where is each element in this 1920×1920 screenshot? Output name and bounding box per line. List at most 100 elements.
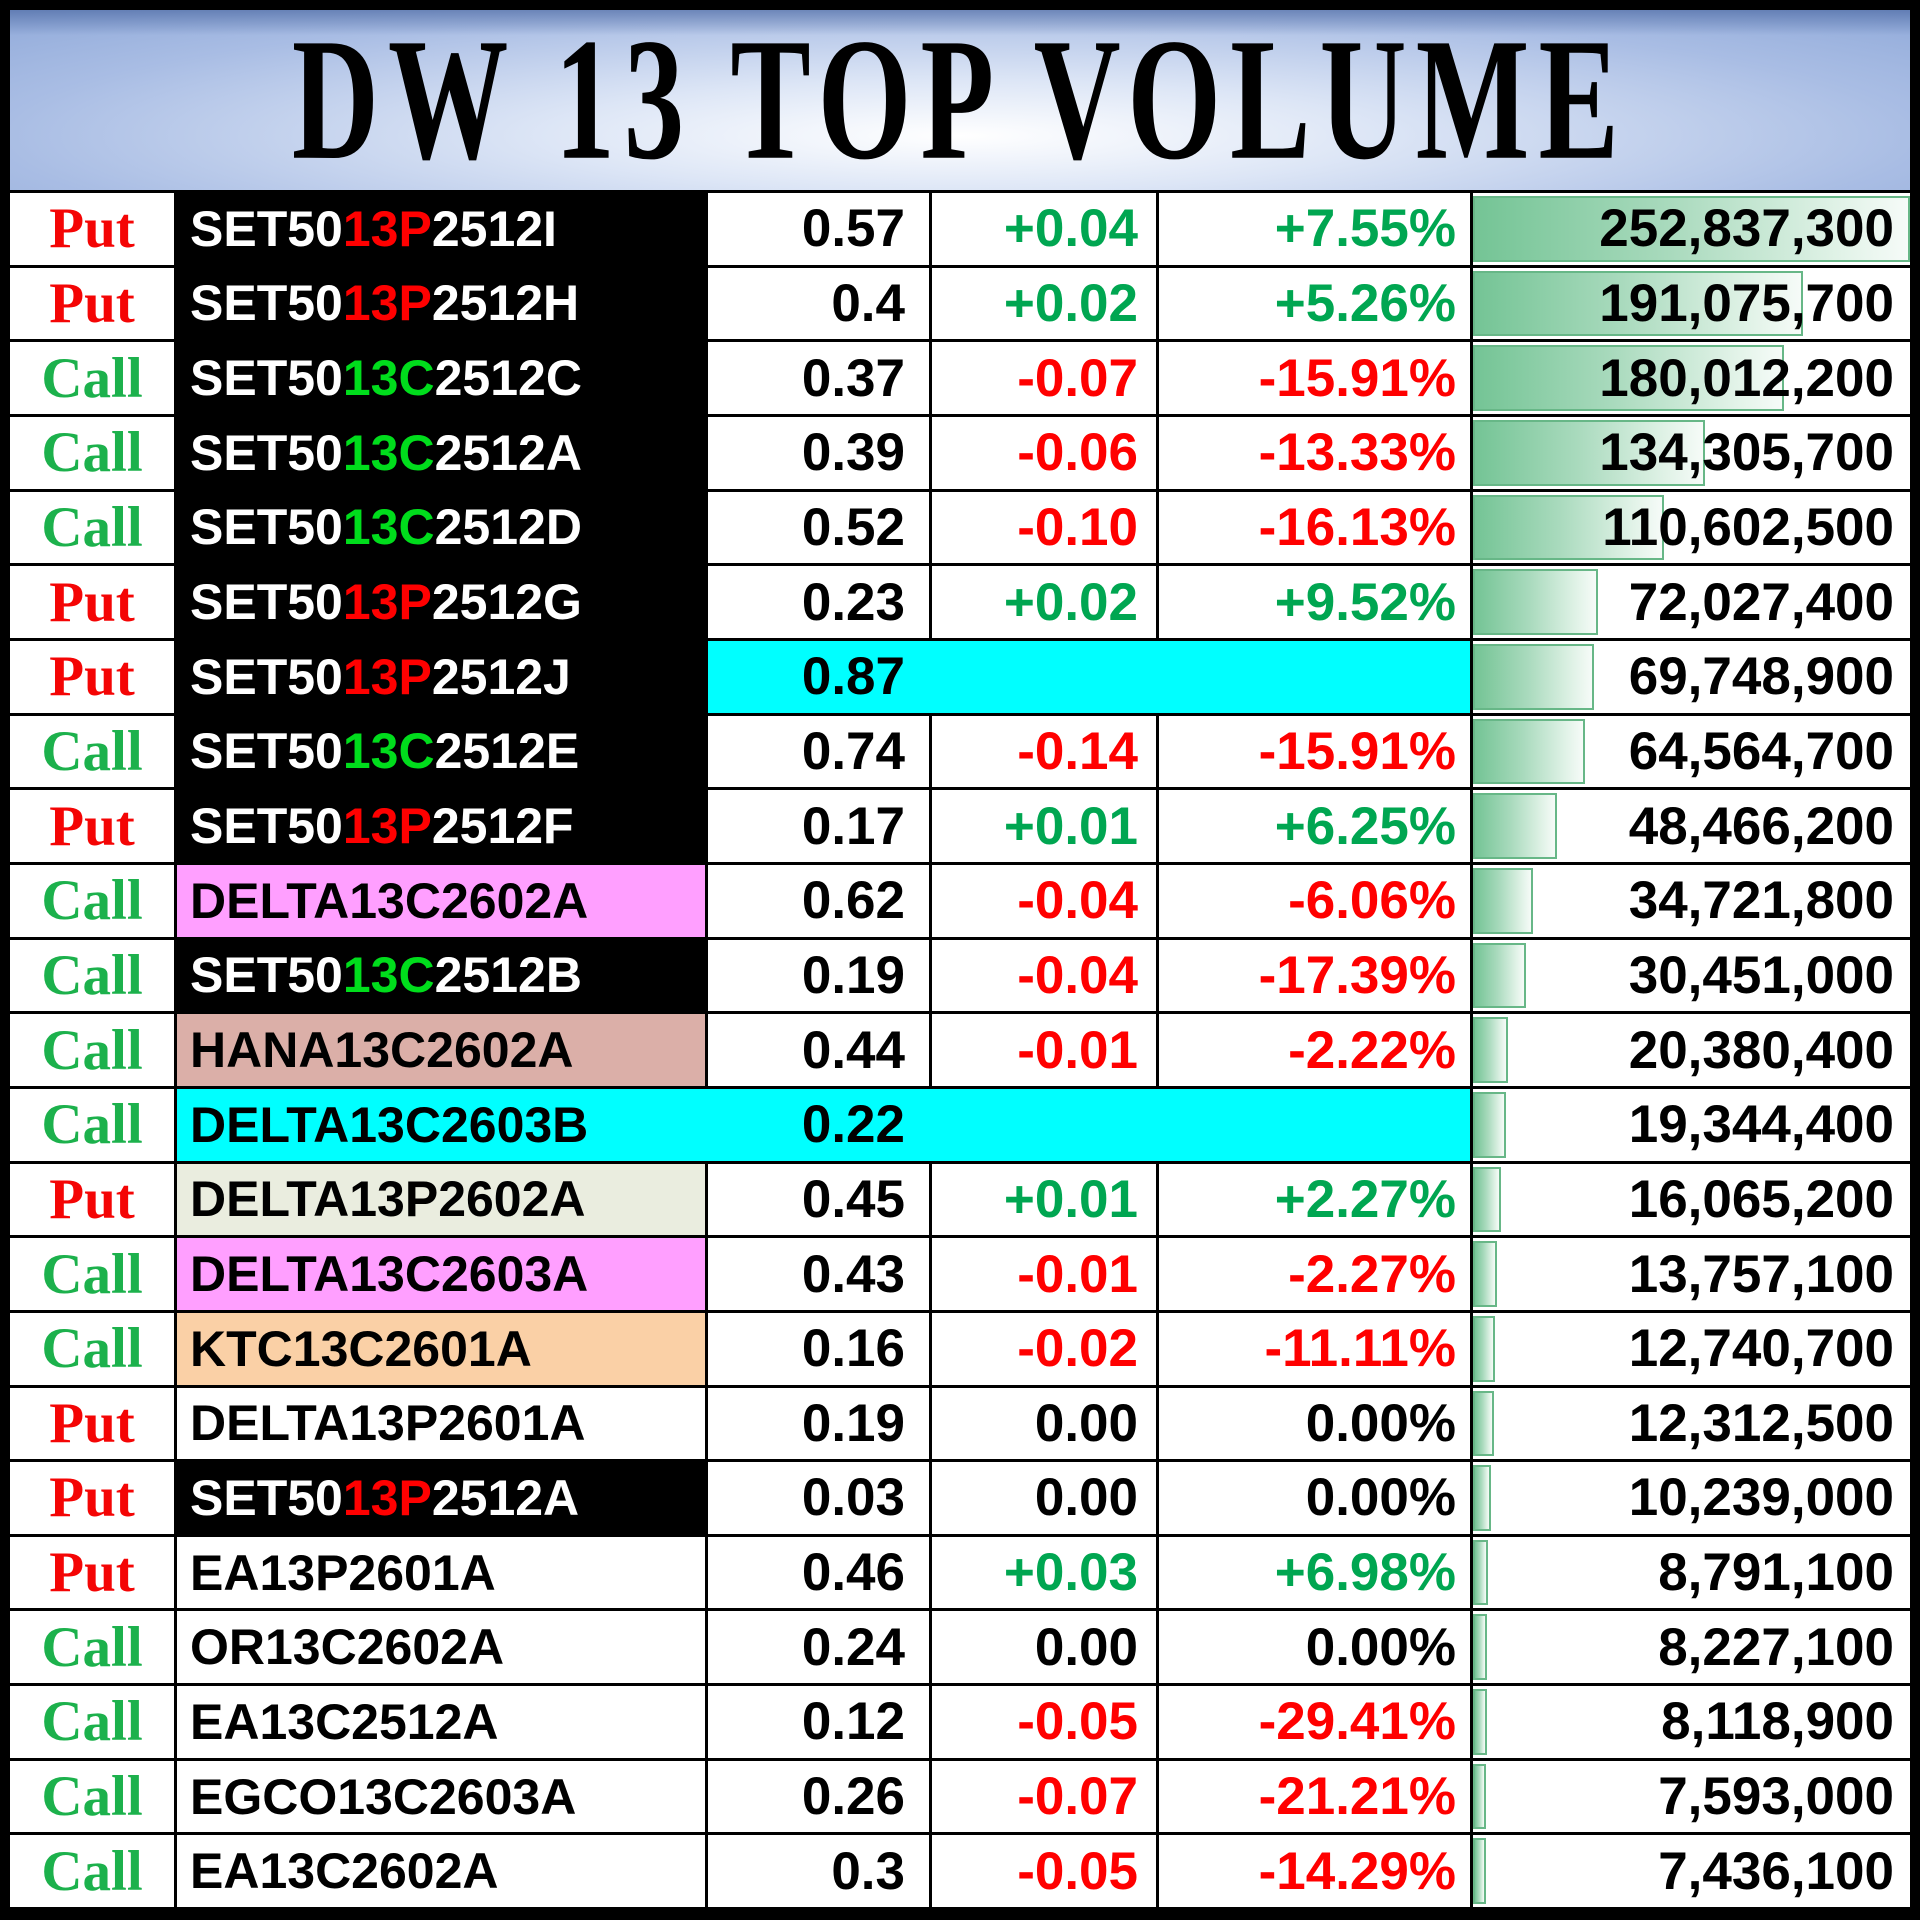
option-type-cell: Call: [10, 1760, 174, 1833]
option-type-cell: Call: [10, 1088, 174, 1161]
volume-value: 64,564,700: [1628, 721, 1894, 781]
option-type-cell: Call: [10, 1014, 174, 1086]
price-cell: 0.52: [705, 491, 929, 564]
option-type-cell: Call: [10, 416, 174, 489]
symbol-cell: SET50 13P 2512A: [174, 1462, 705, 1534]
volume-value: 252,837,300: [1599, 199, 1894, 259]
table-row: Call EA13C2512A 0.12 -0.05 -29.41% 8,118…: [10, 1683, 1910, 1758]
volume-bar: [1473, 1763, 1487, 1830]
change-cell: 0.00: [929, 1462, 1156, 1534]
change-pct-cell: -17.39%: [1156, 939, 1470, 1012]
volume-value: 8,227,100: [1658, 1617, 1894, 1677]
change-pct-cell: +9.52%: [1156, 566, 1470, 638]
symbol-mid: 13C: [342, 947, 435, 1004]
price-cell: 0.19: [705, 939, 929, 1012]
symbol-cell: SET50 13P 2512G: [174, 566, 705, 638]
symbol-cell: SET50 13C 2512C: [174, 342, 705, 414]
volume-cell: 8,227,100: [1470, 1611, 1910, 1684]
option-type-cell: Call: [10, 1835, 174, 1908]
option-type-cell: Call: [10, 715, 174, 788]
price-cell: 0.62: [705, 864, 929, 937]
symbol-prefix: SET50: [190, 499, 343, 556]
change-cell: -0.01: [929, 1238, 1156, 1310]
option-type-cell: Put: [10, 193, 174, 265]
volume-cell: 180,012,200: [1470, 342, 1910, 414]
symbol-prefix: SET50: [190, 275, 343, 332]
symbol-mid: 13C: [342, 350, 435, 407]
option-type-cell: Call: [10, 1686, 174, 1758]
volume-value: 12,740,700: [1628, 1319, 1894, 1379]
volume-value: 8,791,100: [1658, 1543, 1894, 1603]
header-band: DW 13 TOP VOLUME: [10, 2, 1910, 196]
volume-value: 30,451,000: [1628, 945, 1894, 1005]
symbol-prefix: EA13P2601A: [190, 1544, 496, 1601]
price-cell: 0.43: [705, 1238, 929, 1310]
change-cell: 0.00: [929, 1387, 1156, 1460]
symbol-suffix: 2512A: [431, 1469, 580, 1526]
change-cell: [929, 1088, 1156, 1161]
volume-bar: [1473, 345, 1785, 411]
symbol-prefix: EGCO13C2603A: [190, 1768, 577, 1825]
symbol-prefix: SET50: [190, 723, 343, 780]
table-row: Put SET50 13P 2512J 0.87 69,748,900: [10, 637, 1910, 713]
option-type-cell: Call: [10, 342, 174, 414]
volume-bar: [1473, 867, 1533, 934]
change-pct-cell: 0.00%: [1156, 1462, 1470, 1534]
change-pct-cell: -29.41%: [1156, 1686, 1470, 1758]
option-type-cell: Call: [10, 864, 174, 937]
symbol-suffix: 2512E: [434, 723, 580, 780]
volume-bar: [1473, 1689, 1488, 1755]
symbol-suffix: 2512D: [434, 499, 582, 556]
change-pct-cell: [1156, 640, 1470, 713]
volume-value: 20,380,400: [1628, 1020, 1894, 1080]
volume-value: 8,118,900: [1661, 1692, 1894, 1752]
symbol-prefix: DELTA13P2602A: [190, 1171, 586, 1228]
price-cell: 0.37: [705, 342, 929, 414]
volume-value: 12,312,500: [1628, 1393, 1894, 1453]
volume-value: 48,466,200: [1628, 796, 1894, 856]
symbol-suffix: 2512A: [434, 424, 582, 481]
price-cell: 0.03: [705, 1462, 929, 1534]
symbol-cell: HANA13C2602A: [174, 1014, 705, 1086]
price-cell: 0.16: [705, 1312, 929, 1385]
symbol-cell: OR13C2602A: [174, 1611, 705, 1684]
price-cell: 0.19: [705, 1387, 929, 1460]
option-type-cell: Call: [10, 491, 174, 564]
volume-bar: [1473, 196, 1910, 262]
volume-cell: 20,380,400: [1470, 1014, 1910, 1086]
volume-cell: 8,791,100: [1470, 1536, 1910, 1609]
change-cell: -0.10: [929, 491, 1156, 564]
symbol-cell: SET50 13C 2512D: [174, 491, 705, 564]
change-pct-cell: -14.29%: [1156, 1835, 1470, 1908]
option-type-cell: Put: [10, 1536, 174, 1609]
change-pct-cell: -15.91%: [1156, 715, 1470, 788]
change-pct-cell: +2.27%: [1156, 1163, 1470, 1236]
change-pct-cell: -6.06%: [1156, 864, 1470, 937]
volume-cell: 7,436,100: [1470, 1835, 1910, 1908]
volume-cell: 10,239,000: [1470, 1462, 1910, 1534]
change-pct-cell: [1156, 1088, 1470, 1161]
symbol-mid: 13P: [342, 574, 432, 631]
option-type-cell: Put: [10, 1387, 174, 1460]
symbol-suffix: 2512C: [434, 350, 582, 407]
volume-value: 134,305,700: [1599, 423, 1894, 483]
symbol-prefix: DELTA13C2603A: [190, 1246, 589, 1303]
volume-bar: [1473, 494, 1665, 561]
volume-bar: [1473, 1315, 1496, 1382]
symbol-cell: EA13C2602A: [174, 1835, 705, 1908]
volume-cell: 72,027,400: [1470, 566, 1910, 638]
symbol-prefix: SET50: [190, 1469, 343, 1526]
symbol-suffix: 2512F: [431, 798, 574, 855]
symbol-suffix: 2512J: [431, 648, 571, 705]
change-cell: -0.07: [929, 1760, 1156, 1833]
volume-table: Put SET50 13P 2512I 0.57 +0.04 +7.55% 252,…: [10, 193, 1910, 1908]
symbol-prefix: SET50: [190, 574, 343, 631]
change-cell: +0.01: [929, 790, 1156, 862]
change-cell: -0.05: [929, 1835, 1156, 1908]
volume-bar: [1473, 1838, 1486, 1905]
symbol-cell: SET50 13P 2512F: [174, 790, 705, 862]
price-cell: 0.39: [705, 416, 929, 489]
price-cell: 0.22: [705, 1088, 929, 1161]
table-row: Call DELTA13C2603A 0.43 -0.01 -2.27% 13,…: [10, 1235, 1910, 1310]
change-cell: -0.06: [929, 416, 1156, 489]
